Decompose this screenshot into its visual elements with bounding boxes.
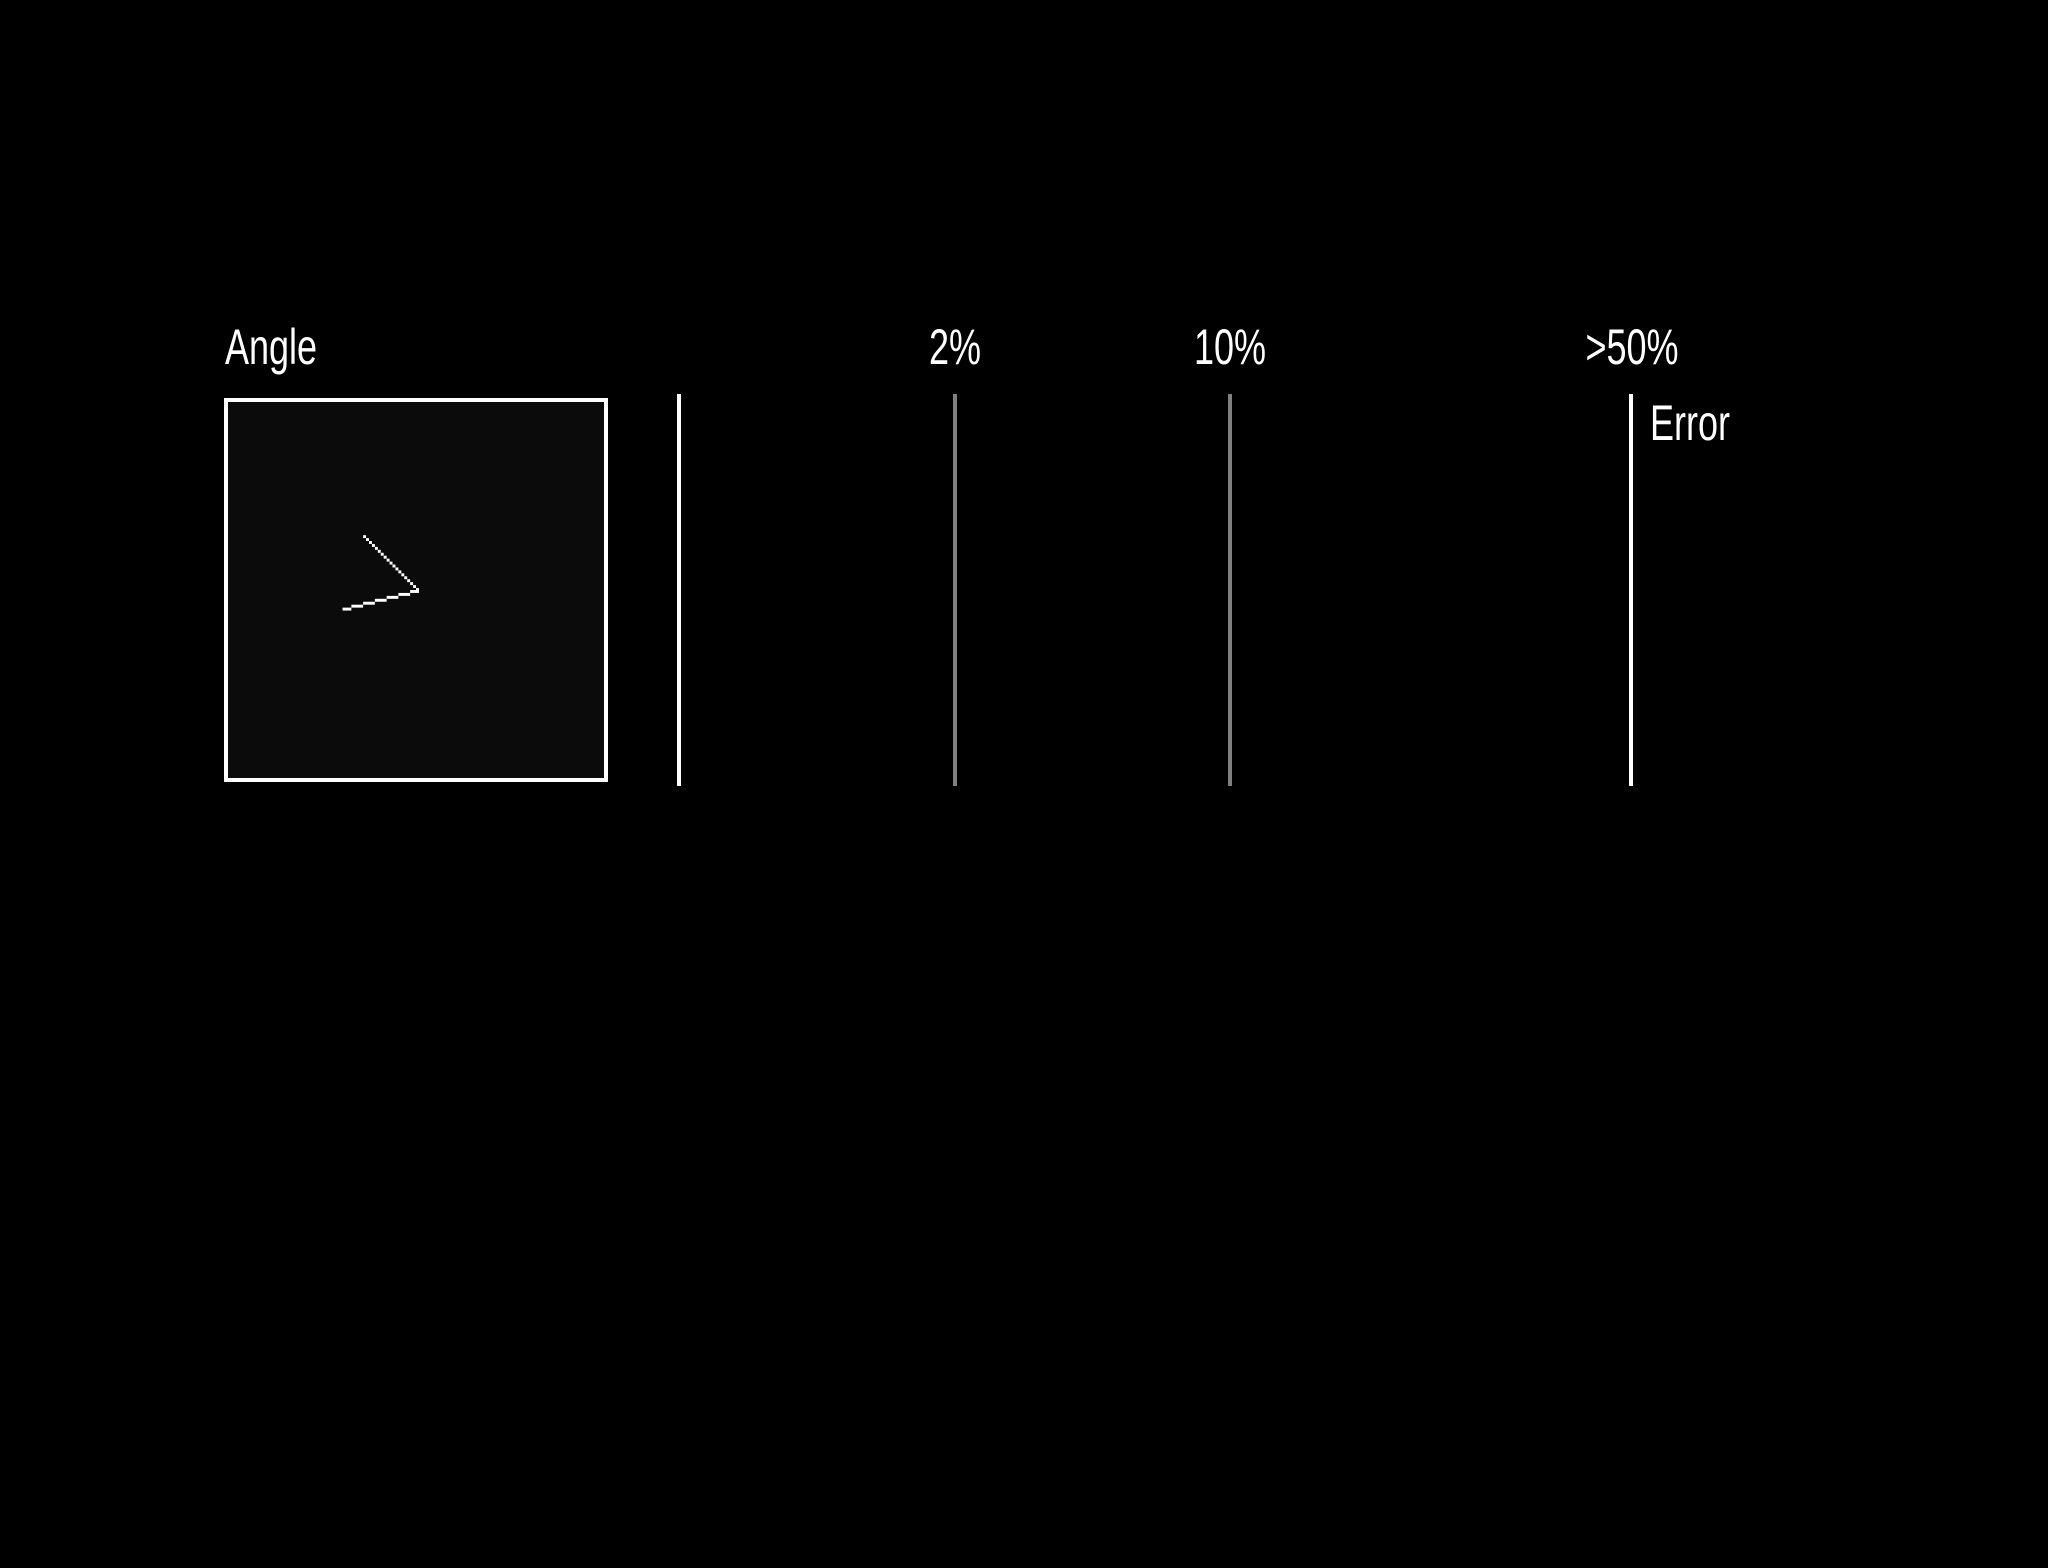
error-tick-line-50: [1629, 394, 1633, 786]
angle-title: Angle: [225, 319, 318, 375]
error-tick-label-50: >50%: [1585, 319, 1679, 375]
error-scale-start-line: [677, 394, 681, 786]
error-tick-line-10: [1228, 394, 1232, 786]
angle-stimulus-icon: [342, 535, 419, 611]
error-tick-label-2: 2%: [928, 319, 982, 375]
angle-stimulus-box: [224, 398, 608, 782]
error-tick-label-10: 10%: [1193, 319, 1267, 375]
error-tick-line-2: [953, 394, 957, 786]
error-label: Error: [1650, 395, 1730, 451]
